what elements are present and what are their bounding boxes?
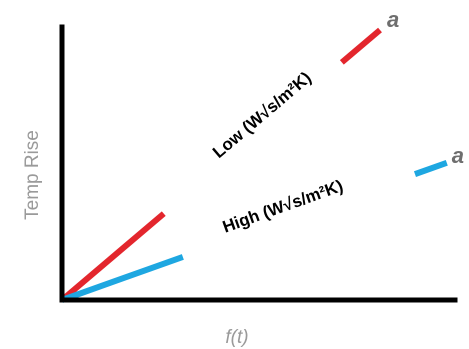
series-1-line-start [60,211,166,303]
series-1-end-label: a [387,7,399,32]
series-layer: Low (W√s/m²K) a High (W√s/m²K) a [60,7,464,303]
x-axis-title: f(t) [225,327,248,348]
series-2-line-end [413,159,448,177]
series-1-line-end [339,27,382,65]
y-axis-title: Temp Rise [22,130,43,220]
series-2-line-start [60,254,184,303]
series-1-label: Low (W√s/m²K) [209,68,315,162]
series-2-end-label: a [452,143,464,168]
series-2-label: High (W√s/m²K) [220,176,345,236]
